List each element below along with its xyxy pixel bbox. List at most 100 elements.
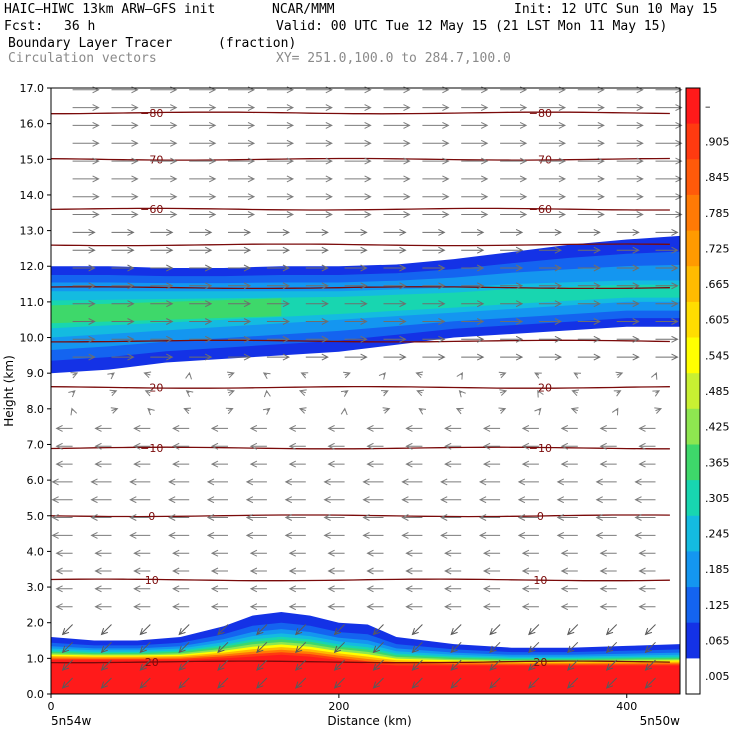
- wind-vector: [288, 549, 306, 557]
- wind-vector: [521, 442, 539, 450]
- colorbar-swatch: [686, 266, 700, 303]
- wind-vector: [538, 157, 567, 165]
- wind-vector: [383, 104, 411, 112]
- wind-vector: [517, 531, 539, 539]
- field-name: Boundary Layer Tracer: [8, 36, 173, 51]
- wind-vector: [327, 567, 345, 575]
- wind-vector: [366, 603, 384, 611]
- wind-vector: [217, 659, 229, 671]
- colorbar-label: .605: [705, 314, 730, 327]
- wind-vector: [249, 460, 267, 468]
- wind-vector: [489, 624, 501, 636]
- wind-vector: [210, 549, 228, 557]
- contour-label: −60: [529, 203, 552, 216]
- wind-vector: [266, 104, 295, 112]
- wind-vector: [461, 175, 489, 183]
- wind-vector: [210, 424, 228, 432]
- wind-vector: [500, 139, 528, 147]
- wind-vector: [538, 175, 567, 183]
- wind-vector: [51, 514, 73, 521]
- wind-vector: [172, 603, 190, 611]
- wind-vector: [461, 104, 489, 112]
- wind-vector: [538, 318, 563, 325]
- wind-vector: [655, 211, 683, 218]
- wind-vector: [577, 335, 601, 343]
- wind-vector: [172, 442, 190, 450]
- wind-vector: [288, 567, 306, 575]
- wind-vector: [129, 531, 151, 539]
- wind-vector: [189, 211, 217, 218]
- wind-vector: [478, 514, 501, 521]
- wind-vector: [478, 478, 501, 486]
- wind-vector: [111, 121, 139, 129]
- wind-vector: [300, 372, 309, 379]
- wind-vector: [595, 496, 617, 504]
- wind-vector: [178, 641, 190, 654]
- wind-vector: [111, 211, 139, 218]
- wind-vector: [305, 193, 333, 201]
- wind-vector: [482, 567, 501, 575]
- wind-vector: [571, 389, 580, 397]
- wind-vector: [133, 567, 151, 575]
- wind-vector: [189, 228, 213, 236]
- wind-vector: [333, 677, 345, 689]
- wind-vector: [577, 353, 601, 361]
- y-tick-label: 6.0: [27, 474, 45, 487]
- wind-vector: [139, 677, 151, 689]
- wind-vector: [189, 193, 217, 201]
- wind-vector: [383, 211, 411, 218]
- wind-vector: [150, 228, 174, 236]
- org-label: NCAR/MMM: [272, 2, 335, 17]
- wind-vector: [344, 282, 368, 290]
- y-axis-ticks: 0.0 1.0 2.0 3.0 4.0 5.0 6.0 7.0 8.0 9.0 10.0 11.0 12…: [20, 82, 51, 701]
- wind-vector: [560, 585, 578, 593]
- wind-vector: [500, 282, 524, 290]
- wind-vector: [634, 531, 656, 539]
- wind-vector: [327, 442, 345, 450]
- wind-vector: [605, 641, 618, 654]
- wind-vector: [650, 371, 658, 380]
- wind-vector: [422, 335, 446, 343]
- colorbar-label: .365: [705, 456, 730, 469]
- wind-vector: [500, 193, 528, 201]
- wind-vector: [305, 264, 329, 272]
- wind-vector: [150, 121, 178, 129]
- colorbar-swatch: [686, 123, 700, 160]
- wind-vector: [638, 603, 656, 611]
- wind-vector: [450, 641, 462, 654]
- wind-vector: [577, 246, 601, 254]
- wind-vector: [655, 193, 683, 201]
- wind-vector: [595, 478, 617, 486]
- colorbar-swatch: [686, 159, 700, 196]
- wind-vector: [521, 424, 539, 432]
- wind-vector: [616, 211, 644, 218]
- wind-vector: [228, 139, 256, 147]
- colorbar-label: .785: [705, 207, 730, 220]
- wind-vector: [111, 139, 139, 147]
- wind-vector: [168, 514, 190, 521]
- wind-vector: [500, 157, 528, 165]
- wind-vector: [168, 496, 190, 504]
- wind-vector: [444, 460, 462, 468]
- wind-vector: [498, 407, 507, 414]
- wind-vector: [528, 659, 540, 671]
- wind-vector: [266, 121, 295, 129]
- wind-vector: [111, 193, 139, 201]
- wind-vector: [416, 389, 424, 397]
- contour-label: −70: [140, 153, 163, 166]
- wind-vector: [144, 389, 153, 397]
- colorbar-label: .845: [705, 171, 730, 184]
- wind-vector: [90, 478, 112, 486]
- wind-vector: [228, 282, 252, 290]
- wind-vector: [185, 371, 192, 380]
- contour-line: [51, 339, 670, 343]
- wind-vector: [401, 531, 423, 539]
- wind-vector: [189, 139, 217, 147]
- wind-vector: [500, 264, 524, 272]
- wind-vector: [150, 193, 178, 201]
- wind-vector: [599, 549, 617, 557]
- wind-vector: [245, 478, 267, 486]
- wind-vector: [61, 641, 73, 654]
- valid-time: Valid: 00 UTC Tue 12 May 15 (21 LST Mon …: [276, 19, 668, 34]
- wind-vector: [183, 407, 192, 415]
